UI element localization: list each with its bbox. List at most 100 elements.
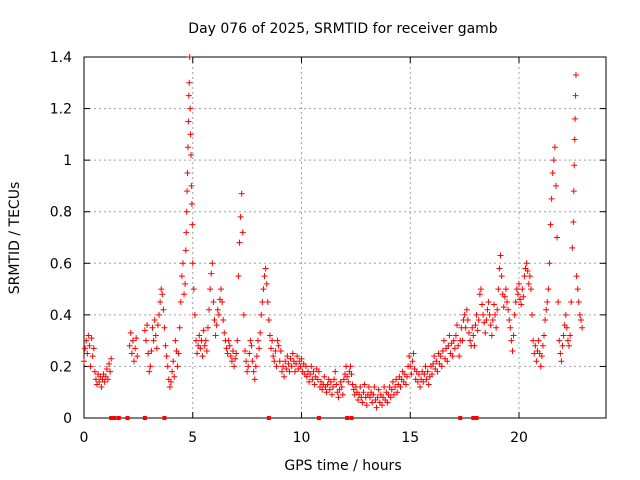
- data-point: [476, 291, 483, 298]
- data-point: [145, 350, 152, 357]
- data-point: [237, 213, 244, 220]
- data-point: [556, 337, 563, 344]
- data-point: [440, 337, 447, 344]
- data-point: [403, 373, 410, 380]
- data-point: [310, 368, 317, 375]
- data-point: [445, 342, 452, 349]
- data-point: [340, 376, 347, 383]
- data-point: [394, 389, 401, 396]
- y-tick-label: 0.6: [50, 256, 72, 272]
- data-point: [92, 376, 99, 383]
- data-point: [321, 373, 328, 380]
- data-point: [532, 342, 539, 349]
- data-point: [387, 394, 394, 401]
- data-point: [257, 329, 264, 336]
- y-tick-label: 1.2: [50, 102, 72, 118]
- data-point: [550, 157, 557, 164]
- data-point: [357, 384, 364, 391]
- data-point: [506, 317, 513, 324]
- data-point: [289, 350, 296, 357]
- data-point: [431, 353, 438, 360]
- data-point: [235, 273, 242, 280]
- data-point: [274, 337, 281, 344]
- data-point: [417, 384, 424, 391]
- data-point: [535, 337, 542, 344]
- data-point: [184, 144, 191, 151]
- data-point: [231, 363, 238, 370]
- data-point: [144, 322, 151, 329]
- data-point: [131, 358, 138, 365]
- data-point: [134, 353, 141, 360]
- data-point: [238, 190, 245, 197]
- data-point: [86, 342, 93, 349]
- data-point: [564, 337, 571, 344]
- data-point: [554, 234, 561, 241]
- data-point: [331, 376, 338, 383]
- data-point: [545, 286, 552, 293]
- x-tick-label: 20: [510, 430, 528, 446]
- data-point: [420, 378, 427, 385]
- data-point: [101, 378, 108, 385]
- data-point: [568, 298, 575, 305]
- data-point: [501, 293, 508, 300]
- data-point: [504, 298, 511, 305]
- data-point: [197, 345, 204, 352]
- data-point: [496, 265, 503, 272]
- data-point: [247, 337, 254, 344]
- data-point: [542, 317, 549, 324]
- data-point: [392, 384, 399, 391]
- data-point: [389, 378, 396, 385]
- data-point: [272, 347, 279, 354]
- data-point: [546, 260, 553, 267]
- zero-data-point: [316, 416, 321, 420]
- data-point: [158, 286, 165, 293]
- data-point: [397, 384, 404, 391]
- data-point: [152, 332, 159, 339]
- data-point: [215, 311, 222, 318]
- data-point: [538, 353, 545, 360]
- data-point: [451, 345, 458, 352]
- data-point: [148, 347, 155, 354]
- data-point: [150, 337, 157, 344]
- data-point: [294, 353, 301, 360]
- data-point: [330, 384, 337, 391]
- data-point: [521, 273, 528, 280]
- data-point: [224, 350, 231, 357]
- data-point: [483, 317, 490, 324]
- data-point: [265, 317, 272, 324]
- data-point: [221, 329, 228, 336]
- data-point: [103, 366, 110, 373]
- data-point: [234, 337, 241, 344]
- data-point: [186, 79, 193, 86]
- data-point: [190, 286, 197, 293]
- data-point: [502, 286, 509, 293]
- data-point: [164, 363, 171, 370]
- data-point: [327, 378, 334, 385]
- data-point: [572, 92, 579, 99]
- data-point: [525, 280, 532, 287]
- data-point: [186, 54, 193, 60]
- data-point: [539, 342, 546, 349]
- data-point: [264, 298, 271, 305]
- data-point: [543, 306, 550, 313]
- data-point: [275, 342, 282, 349]
- data-point: [156, 311, 163, 318]
- y-tick-label: 1: [63, 153, 72, 169]
- data-point: [149, 324, 156, 331]
- data-point: [407, 363, 414, 370]
- data-point: [444, 358, 451, 365]
- data-point: [573, 273, 580, 280]
- data-point: [270, 353, 277, 360]
- data-point: [89, 353, 96, 360]
- data-point: [544, 298, 551, 305]
- data-point: [309, 376, 316, 383]
- data-point: [348, 371, 355, 378]
- data-point: [390, 391, 397, 398]
- data-point: [233, 350, 240, 357]
- data-point: [560, 332, 567, 339]
- data-point: [232, 355, 239, 362]
- data-point: [184, 170, 191, 177]
- data-point: [422, 363, 429, 370]
- data-point: [524, 268, 531, 275]
- data-point: [433, 358, 440, 365]
